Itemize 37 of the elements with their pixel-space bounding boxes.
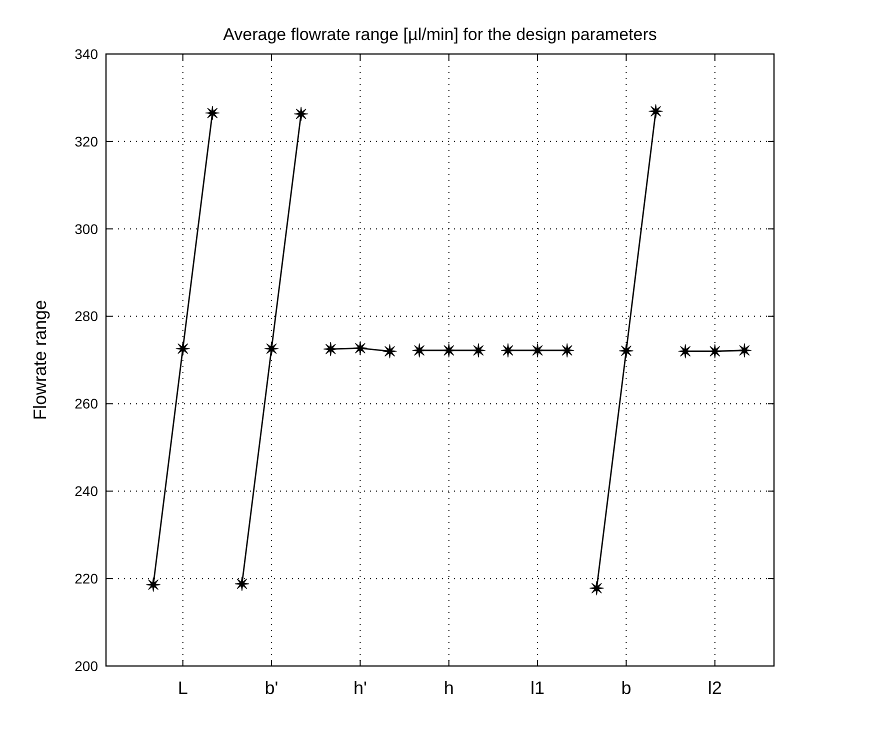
point — [618, 344, 634, 358]
chart-title: Average flowrate range [µl/min] for the design parameters — [223, 25, 657, 44]
point — [323, 342, 338, 356]
y-tick-label: 220 — [74, 570, 98, 586]
y-tick-label: 300 — [74, 220, 98, 237]
point — [264, 341, 279, 356]
point — [412, 343, 427, 358]
point — [382, 344, 398, 359]
point — [708, 344, 722, 359]
y-tick-label: 280 — [74, 308, 98, 324]
y-tick-label: 320 — [74, 133, 98, 150]
point — [205, 106, 220, 120]
x-tick-label: l2 — [708, 678, 722, 698]
x-tick-label: h — [444, 678, 454, 698]
point — [530, 343, 545, 358]
point — [442, 343, 456, 358]
point — [146, 577, 161, 592]
y-axis-title: Flowrate range — [30, 300, 50, 420]
point — [234, 576, 250, 592]
x-tick-label: h' — [353, 678, 367, 698]
point — [589, 580, 604, 596]
y-tick-label: 340 — [74, 46, 98, 62]
x-tick-label: L — [178, 678, 188, 698]
point — [294, 106, 308, 122]
point — [500, 343, 516, 358]
point — [648, 104, 664, 119]
x-tick-label: b — [621, 678, 632, 698]
point — [176, 341, 190, 356]
point — [737, 343, 752, 358]
point — [471, 343, 486, 358]
x-tick-label: b' — [264, 678, 278, 698]
point — [352, 340, 368, 356]
y-tick-label: 200 — [74, 658, 98, 674]
point — [560, 343, 574, 358]
y-tick-label: 260 — [74, 396, 98, 412]
y-tick-label: 240 — [74, 483, 98, 500]
x-tick-label: l1 — [530, 678, 545, 698]
